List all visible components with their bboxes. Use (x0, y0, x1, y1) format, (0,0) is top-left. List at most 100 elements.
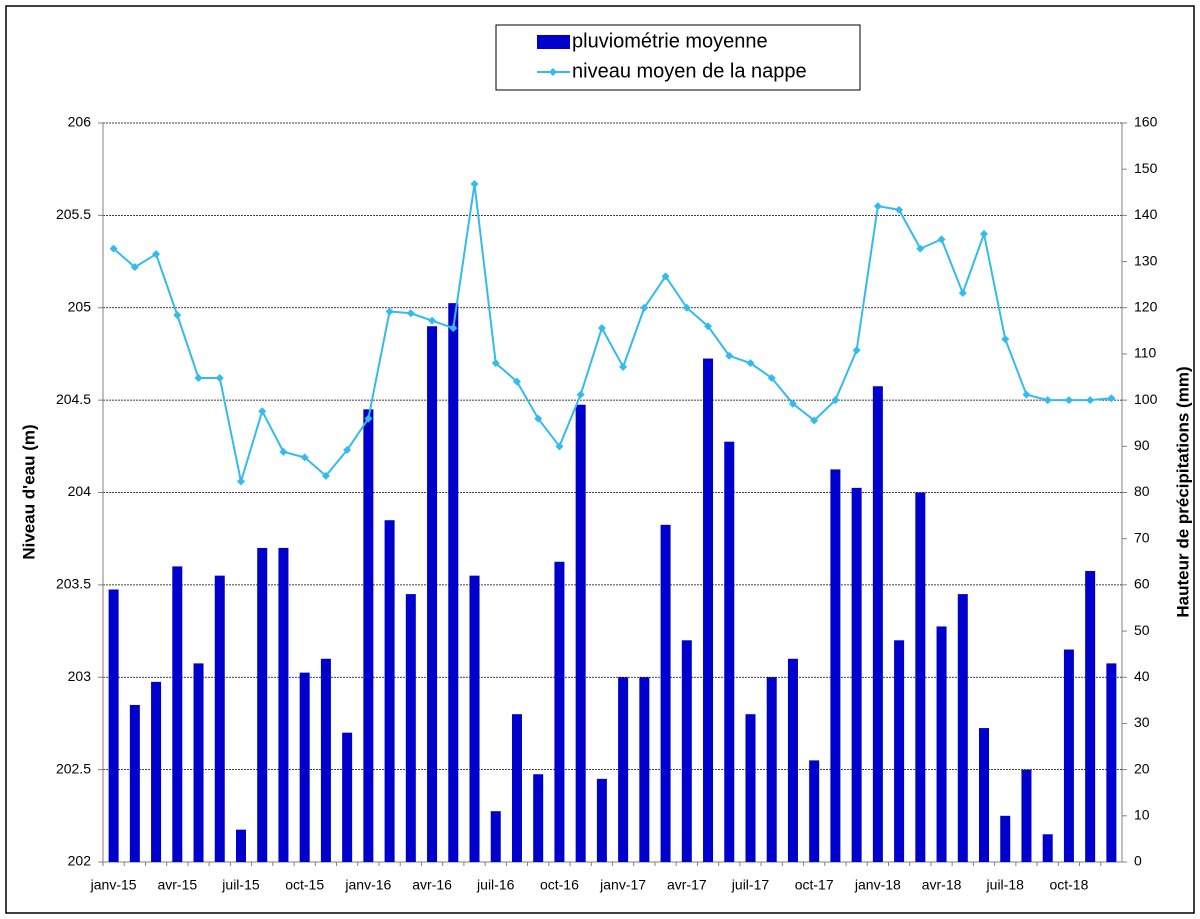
y-tick-label: 205 (68, 298, 92, 314)
y-tick-label: 206 (68, 114, 92, 130)
y2-tick-label: 120 (1134, 298, 1158, 314)
marker (152, 250, 161, 259)
bar (830, 469, 841, 862)
legend-label: niveau moyen de la nappe (572, 60, 807, 82)
y2-tick-label: 0 (1134, 853, 1142, 869)
marker (980, 229, 989, 238)
marker (300, 453, 309, 462)
marker (937, 235, 946, 244)
marker (788, 399, 797, 408)
bar (618, 677, 629, 862)
marker (428, 316, 437, 325)
marker (831, 396, 840, 405)
marker (194, 373, 203, 382)
marker (215, 373, 224, 382)
marker (534, 414, 543, 423)
y2-tick-label: 110 (1134, 345, 1157, 361)
y2-tick-label: 140 (1134, 206, 1158, 222)
bar (151, 681, 162, 862)
marker (958, 288, 967, 297)
bar (915, 492, 926, 862)
bar (979, 728, 990, 862)
bar (193, 663, 204, 862)
y2-tick-label: 100 (1134, 391, 1158, 407)
bar (1063, 649, 1074, 862)
x-tick-label: juil-17 (731, 877, 770, 893)
x-tick-label: avr-15 (157, 877, 197, 893)
bar (363, 409, 374, 862)
bar (405, 594, 416, 862)
x-tick-label: oct-15 (285, 877, 324, 893)
marker (173, 311, 182, 320)
marker (258, 407, 267, 416)
marker (640, 303, 649, 312)
bar (872, 386, 883, 862)
y2-tick-label: 50 (1134, 622, 1150, 638)
bar (448, 303, 459, 863)
y2-tick-label: 70 (1134, 529, 1150, 545)
marker (236, 477, 245, 486)
marker (725, 351, 734, 360)
bar (766, 677, 777, 862)
x-tick-label: oct-18 (1049, 877, 1088, 893)
x-tick-label: avr-16 (412, 877, 452, 893)
marker (746, 359, 755, 368)
y2-tick-label: 130 (1134, 252, 1158, 268)
marker (661, 272, 670, 281)
marker (491, 359, 500, 368)
bar (299, 672, 310, 862)
marker (873, 202, 882, 211)
y2-tick-label: 30 (1134, 714, 1150, 730)
marker (406, 309, 415, 318)
marker (364, 414, 373, 423)
bar (575, 404, 586, 862)
y-tick-label: 204.5 (56, 391, 91, 407)
marker (895, 205, 904, 214)
marker (1107, 394, 1116, 403)
bar (639, 677, 650, 862)
marker (1022, 390, 1031, 399)
bar (1085, 571, 1096, 862)
marker (109, 244, 118, 253)
bar (660, 524, 671, 862)
marker (555, 442, 564, 451)
marker (279, 447, 288, 456)
bar (894, 640, 905, 862)
bar (1000, 815, 1011, 862)
marker (682, 303, 691, 312)
bar (320, 658, 331, 862)
bar (490, 811, 501, 862)
bar (554, 561, 565, 862)
y-tick-label: 203 (68, 668, 92, 684)
bar (342, 732, 353, 862)
legend-swatch (537, 35, 570, 49)
x-tick-label: avr-18 (922, 877, 962, 893)
y-tick-label: 204 (68, 483, 92, 499)
legend-marker (549, 68, 557, 76)
bar (469, 575, 480, 862)
bar (1042, 834, 1053, 862)
bar (1021, 769, 1032, 862)
bar (809, 760, 820, 862)
x-tick-label: janv-18 (854, 877, 901, 893)
y-axis-title: Niveau d'eau (m) (19, 424, 38, 559)
y-tick-label: 202 (68, 853, 92, 869)
bar (851, 487, 862, 862)
x-tick-label: oct-16 (540, 877, 579, 893)
bar (129, 704, 140, 862)
y-tick-label: 205.5 (56, 206, 91, 222)
marker (512, 377, 521, 386)
marker (1064, 396, 1073, 405)
marker (385, 307, 394, 316)
marker (704, 322, 713, 331)
x-tick-label: juil-16 (476, 877, 515, 893)
marker (597, 324, 606, 333)
bar (745, 714, 756, 862)
legend-label: pluviométrie moyenne (572, 30, 768, 52)
bar (257, 547, 268, 862)
bar (681, 640, 692, 862)
marker (916, 244, 925, 253)
x-tick-label: oct-17 (795, 877, 834, 893)
bar (1106, 663, 1117, 862)
